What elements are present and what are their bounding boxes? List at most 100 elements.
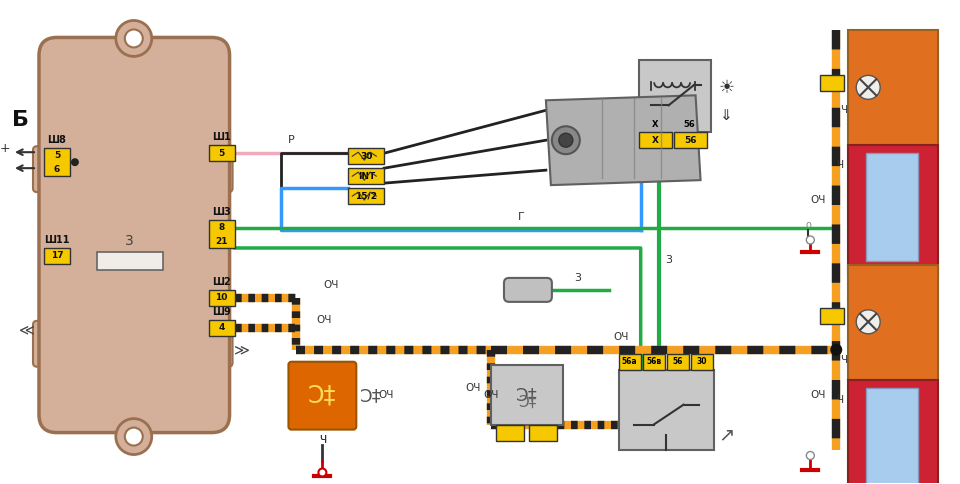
Text: ≫: ≫ <box>233 342 250 357</box>
Circle shape <box>806 236 814 244</box>
Circle shape <box>806 452 814 459</box>
Bar <box>674 132 707 148</box>
Text: 8: 8 <box>219 223 225 231</box>
Bar <box>849 30 938 145</box>
FancyBboxPatch shape <box>203 321 232 367</box>
Bar <box>208 145 234 161</box>
Text: Ɔ‡: Ɔ‡ <box>360 387 382 405</box>
Bar <box>638 60 710 132</box>
Text: Ч: Ч <box>840 355 848 365</box>
Text: Ч: Ч <box>319 435 326 445</box>
Text: Ч: Ч <box>319 435 326 445</box>
Circle shape <box>125 427 143 446</box>
Circle shape <box>830 344 842 356</box>
Text: 10: 10 <box>215 293 228 302</box>
Text: ⇓: ⇓ <box>720 108 732 123</box>
Text: Ш11: Ш11 <box>44 235 70 245</box>
FancyBboxPatch shape <box>203 146 232 192</box>
Bar <box>97 252 162 270</box>
Bar <box>849 265 938 380</box>
Bar <box>348 188 384 204</box>
Text: Р: Р <box>288 135 295 145</box>
Text: 6: 6 <box>54 165 60 174</box>
Bar <box>496 424 524 440</box>
Circle shape <box>116 419 152 454</box>
Bar <box>690 354 712 370</box>
Bar <box>619 370 713 450</box>
Text: X: X <box>652 136 659 145</box>
Bar <box>666 354 688 370</box>
Text: Ш8: Ш8 <box>47 135 66 145</box>
Circle shape <box>856 310 880 334</box>
Bar <box>208 220 234 248</box>
Bar <box>820 308 844 324</box>
Text: ОЧ: ОЧ <box>810 195 826 205</box>
Text: Ш3: Ш3 <box>212 207 231 217</box>
Text: 56а: 56а <box>622 357 637 366</box>
Text: 3: 3 <box>574 273 582 283</box>
Bar <box>208 290 234 306</box>
Bar <box>348 148 384 164</box>
Text: ОЧ: ОЧ <box>378 390 394 400</box>
Text: ОЧ: ОЧ <box>613 332 629 342</box>
Bar <box>491 365 563 424</box>
Text: ОЧ: ОЧ <box>324 280 339 290</box>
Circle shape <box>71 158 79 166</box>
Text: ↗: ↗ <box>718 425 734 444</box>
FancyBboxPatch shape <box>33 146 63 192</box>
Text: Ч: Ч <box>836 160 844 170</box>
Text: 3: 3 <box>665 255 673 265</box>
Text: 56: 56 <box>684 120 695 129</box>
Polygon shape <box>546 95 701 185</box>
Text: 56в: 56в <box>646 357 661 366</box>
Bar <box>849 380 938 484</box>
Circle shape <box>856 76 880 99</box>
Bar <box>44 148 70 176</box>
Bar <box>638 132 672 148</box>
Text: Ɔ‡: Ɔ‡ <box>517 395 536 410</box>
Bar <box>642 354 664 370</box>
FancyBboxPatch shape <box>504 278 552 302</box>
Text: Ш1: Ш1 <box>212 132 231 142</box>
Text: Ш9: Ш9 <box>212 307 231 317</box>
Bar <box>820 76 844 91</box>
Circle shape <box>559 133 573 147</box>
Text: 15/2: 15/2 <box>355 192 377 200</box>
Text: 21: 21 <box>215 237 228 245</box>
Bar <box>348 168 384 184</box>
Circle shape <box>116 20 152 57</box>
Bar <box>866 388 918 484</box>
Bar <box>866 153 918 261</box>
Text: X: X <box>652 120 658 129</box>
Bar <box>619 354 640 370</box>
Circle shape <box>552 126 580 154</box>
Text: о: о <box>805 220 811 230</box>
Text: Ч: Ч <box>840 106 848 115</box>
Text: Ɔ‡: Ɔ‡ <box>516 386 538 404</box>
Text: 30: 30 <box>696 357 707 366</box>
Circle shape <box>125 30 143 47</box>
Text: Г: Г <box>517 212 524 222</box>
Text: Ɔ‡: Ɔ‡ <box>308 384 337 408</box>
FancyBboxPatch shape <box>39 37 229 433</box>
Text: 3: 3 <box>126 234 134 248</box>
Bar <box>208 320 234 336</box>
FancyBboxPatch shape <box>288 362 356 430</box>
Text: 56: 56 <box>672 357 683 366</box>
Bar <box>529 424 557 440</box>
Text: 17: 17 <box>51 252 63 260</box>
Text: 5: 5 <box>219 149 225 158</box>
Text: 56: 56 <box>684 136 696 145</box>
Bar <box>849 145 938 275</box>
Circle shape <box>319 469 326 476</box>
Text: Б: Б <box>12 110 29 130</box>
Text: 5: 5 <box>54 151 60 160</box>
Text: ≪: ≪ <box>19 322 35 337</box>
FancyBboxPatch shape <box>33 321 63 367</box>
Text: 30: 30 <box>360 151 372 161</box>
Text: ОЧ: ОЧ <box>810 390 826 400</box>
Text: ОЧ: ОЧ <box>317 315 332 325</box>
Bar <box>44 248 70 264</box>
Text: +: + <box>0 142 10 155</box>
Text: Ч: Ч <box>836 394 844 405</box>
